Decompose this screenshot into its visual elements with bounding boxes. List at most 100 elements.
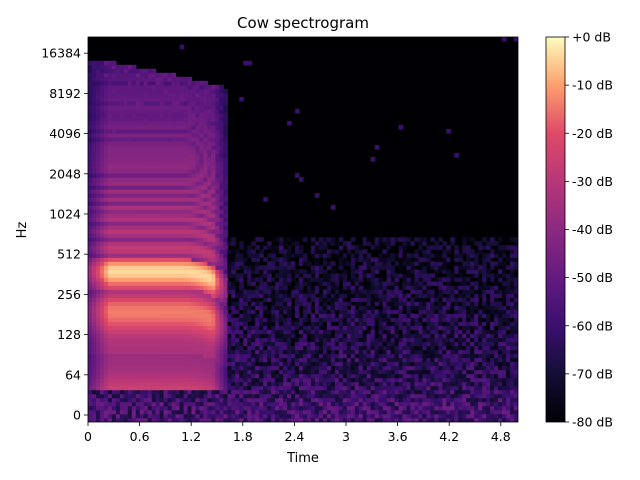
spectrogram-cell xyxy=(199,277,205,282)
spectrogram-cell xyxy=(283,381,288,387)
spectrogram-cell xyxy=(211,137,216,142)
spectrogram-cell xyxy=(318,401,324,407)
spectrogram-cell xyxy=(203,389,209,395)
spectrogram-cell xyxy=(123,132,129,138)
spectrogram-cell xyxy=(119,181,125,186)
spectrogram-cell xyxy=(159,289,165,294)
spectrogram-cell xyxy=(199,317,205,322)
spectrogram-cell xyxy=(119,417,125,422)
spectrogram-cell xyxy=(119,329,125,335)
spectrogram-cell xyxy=(147,76,153,82)
spectrogram-cell xyxy=(386,329,392,335)
spectrogram-cell xyxy=(139,417,145,422)
spectrogram-cell xyxy=(159,401,165,407)
spectrogram-cell xyxy=(151,293,157,298)
spectrogram-cell xyxy=(223,185,228,190)
spectrogram-cell xyxy=(123,237,129,242)
spectrogram-cell xyxy=(287,405,292,411)
spectrogram-cell xyxy=(159,381,165,387)
spectrogram-cell xyxy=(251,317,256,322)
spectrogram-cell xyxy=(99,189,105,194)
spectrogram-cell xyxy=(115,229,121,234)
spectrogram-cell xyxy=(390,341,396,347)
spectrogram-cell xyxy=(255,393,260,399)
spectrogram-cell xyxy=(119,153,125,158)
spectrogram-cell xyxy=(143,132,149,138)
spectrogram-cell xyxy=(354,293,360,298)
spectrogram-cell xyxy=(303,353,308,359)
spectrogram-cell xyxy=(163,325,169,330)
spectrogram-cell xyxy=(155,277,161,282)
spectrogram-cell xyxy=(199,116,205,122)
spectrogram-cell xyxy=(394,361,400,367)
spectrogram-cell xyxy=(88,193,93,198)
spectrogram-cell xyxy=(167,337,173,343)
spectrogram-cell xyxy=(394,317,400,322)
spectrogram-cell xyxy=(99,88,105,94)
spectrogram-cell xyxy=(123,217,129,222)
spectrogram-cell xyxy=(131,225,137,230)
spectrogram-cell xyxy=(88,108,93,114)
spectrogram-cell xyxy=(239,305,244,310)
spectrogram-cell xyxy=(318,365,324,371)
spectrogram-cell xyxy=(247,357,252,363)
spectrogram-cell xyxy=(314,333,320,339)
spectrogram-cell xyxy=(187,157,193,162)
spectrogram-cell xyxy=(350,393,356,399)
spectrogram-cell xyxy=(199,389,205,395)
spectrogram-cell xyxy=(191,397,197,403)
spectrogram-cell xyxy=(215,369,220,375)
spectrogram-cell xyxy=(147,365,153,371)
spectrogram-cell xyxy=(96,161,101,166)
spectrogram-cell xyxy=(159,317,165,322)
spectrogram-cell xyxy=(111,161,117,166)
spectrogram-cell xyxy=(139,221,145,226)
spectrogram-cell xyxy=(155,116,161,122)
spectrogram-cell xyxy=(143,165,149,170)
spectrogram-cell xyxy=(103,189,109,194)
spectrogram-cell xyxy=(96,353,101,359)
spectrogram-cell xyxy=(402,385,408,391)
spectrogram-cell xyxy=(191,124,197,130)
spectrogram-cell xyxy=(127,229,133,234)
spectrogram-cell xyxy=(191,293,197,298)
spectrogram-cell xyxy=(187,297,193,302)
spectrogram-cell xyxy=(227,381,232,387)
spectrogram-cell xyxy=(346,269,352,274)
spectrogram-cell xyxy=(163,353,169,359)
spectrogram-cell xyxy=(139,161,145,166)
spectrogram-cell xyxy=(406,369,412,375)
spectrogram-cell xyxy=(394,261,400,266)
spectrogram-cell xyxy=(295,381,300,387)
spectrogram-cell xyxy=(99,309,105,314)
spectrogram-cell xyxy=(322,397,328,403)
spectrogram-cell xyxy=(283,281,288,286)
spectrogram-cell xyxy=(187,313,193,318)
spectrogram-cell xyxy=(318,413,324,419)
spectrogram-cell xyxy=(167,409,173,415)
spectrogram-cell xyxy=(88,369,93,375)
spectrogram-cell xyxy=(267,345,272,351)
spectrogram-cell xyxy=(398,365,404,371)
spectrogram-cell xyxy=(235,361,240,367)
spectrogram-cell xyxy=(299,289,304,294)
spectrogram-cell xyxy=(215,389,220,395)
spectrogram-cell xyxy=(207,305,212,310)
spectrogram-cell xyxy=(131,257,137,262)
spectrogram-cell xyxy=(111,341,117,347)
spectrogram-cell xyxy=(402,409,408,415)
spectrogram-cell xyxy=(199,273,205,278)
spectrogram-cell xyxy=(267,405,272,411)
spectrogram-cell xyxy=(115,193,121,198)
spectrogram-cell xyxy=(223,229,228,234)
spectrogram-cell xyxy=(215,120,220,126)
spectrogram-cell xyxy=(191,345,197,351)
spectrogram-cell xyxy=(103,104,109,110)
spectrogram-cell xyxy=(362,357,368,363)
spectrogram-cell xyxy=(135,169,141,174)
spectrogram-cell xyxy=(314,393,320,399)
spectrogram-cell xyxy=(159,245,165,250)
spectrogram-cell xyxy=(127,80,133,86)
spectrogram-cell xyxy=(155,305,161,310)
spectrogram-cell xyxy=(307,289,312,294)
